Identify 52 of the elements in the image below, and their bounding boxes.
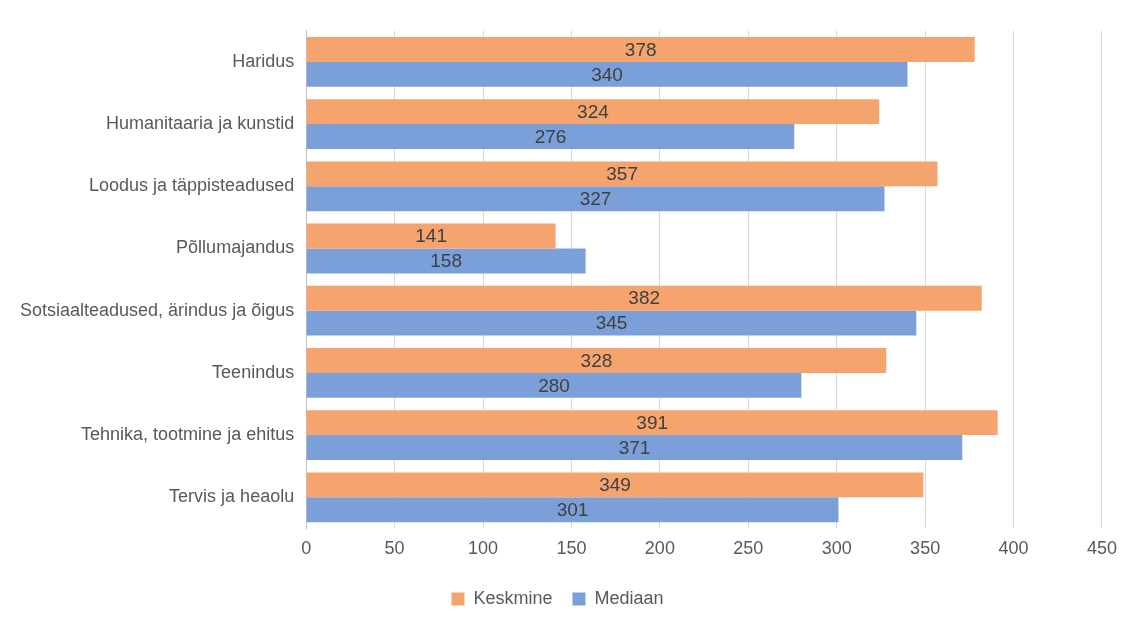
x-tick-label: 150 [556,538,587,559]
data-label: 382 [628,287,661,309]
data-label: 158 [430,250,462,272]
bar [306,372,802,398]
x-tick-label: 300 [821,538,852,559]
bar [306,161,938,187]
data-label: 345 [595,312,628,334]
y-tick-label: Tehnika, tootmine ja ehitus [81,424,295,445]
bar [306,61,908,87]
data-label: 371 [618,436,651,458]
x-tick-label: 350 [910,538,941,559]
x-tick-label: 450 [1086,538,1118,559]
bar [306,248,586,274]
data-label: 378 [624,38,657,60]
y-tick-label: Sotsiaalteadused, ärindus ja õigus [20,299,295,320]
data-label: 328 [580,349,613,371]
data-label: 391 [636,411,669,433]
data-label: 327 [579,187,612,209]
data-label: 324 [577,100,610,122]
y-tick-label: Tervis ja heaolu [169,486,295,507]
data-label: 357 [606,163,638,185]
y-tick-label: Põllumajandus [176,237,295,258]
x-tick-label: 0 [301,538,312,559]
data-label: 340 [591,63,623,85]
data-label: 349 [599,474,631,496]
x-tick-label: 100 [468,538,499,559]
legend-label: Mediaan [594,587,664,608]
bar [306,497,839,523]
bar [306,410,998,436]
bar [306,186,885,212]
data-label: 301 [556,498,589,520]
y-tick-label: Haridus [232,50,295,71]
data-label: 141 [415,225,447,247]
x-tick-label: 50 [384,538,405,559]
bar [306,348,887,373]
data-label: 280 [538,374,570,396]
x-tick-label: 400 [998,538,1029,559]
y-tick-label: Teenindus [212,361,295,382]
bar [306,37,975,62]
bar [306,435,963,460]
data-label: 276 [534,125,567,147]
x-tick-label: 200 [644,538,675,559]
y-tick-label: Loodus ja täppisteadused [89,175,295,196]
y-tick-label: Humanitaaria ja kunstid [106,113,295,134]
x-tick-label: 250 [733,538,764,559]
bar [306,124,795,149]
bar [306,285,982,311]
bar [306,310,917,336]
bar [306,472,924,498]
bar [306,223,556,249]
legend-label: Keskmine [473,587,553,608]
bar [306,99,880,125]
